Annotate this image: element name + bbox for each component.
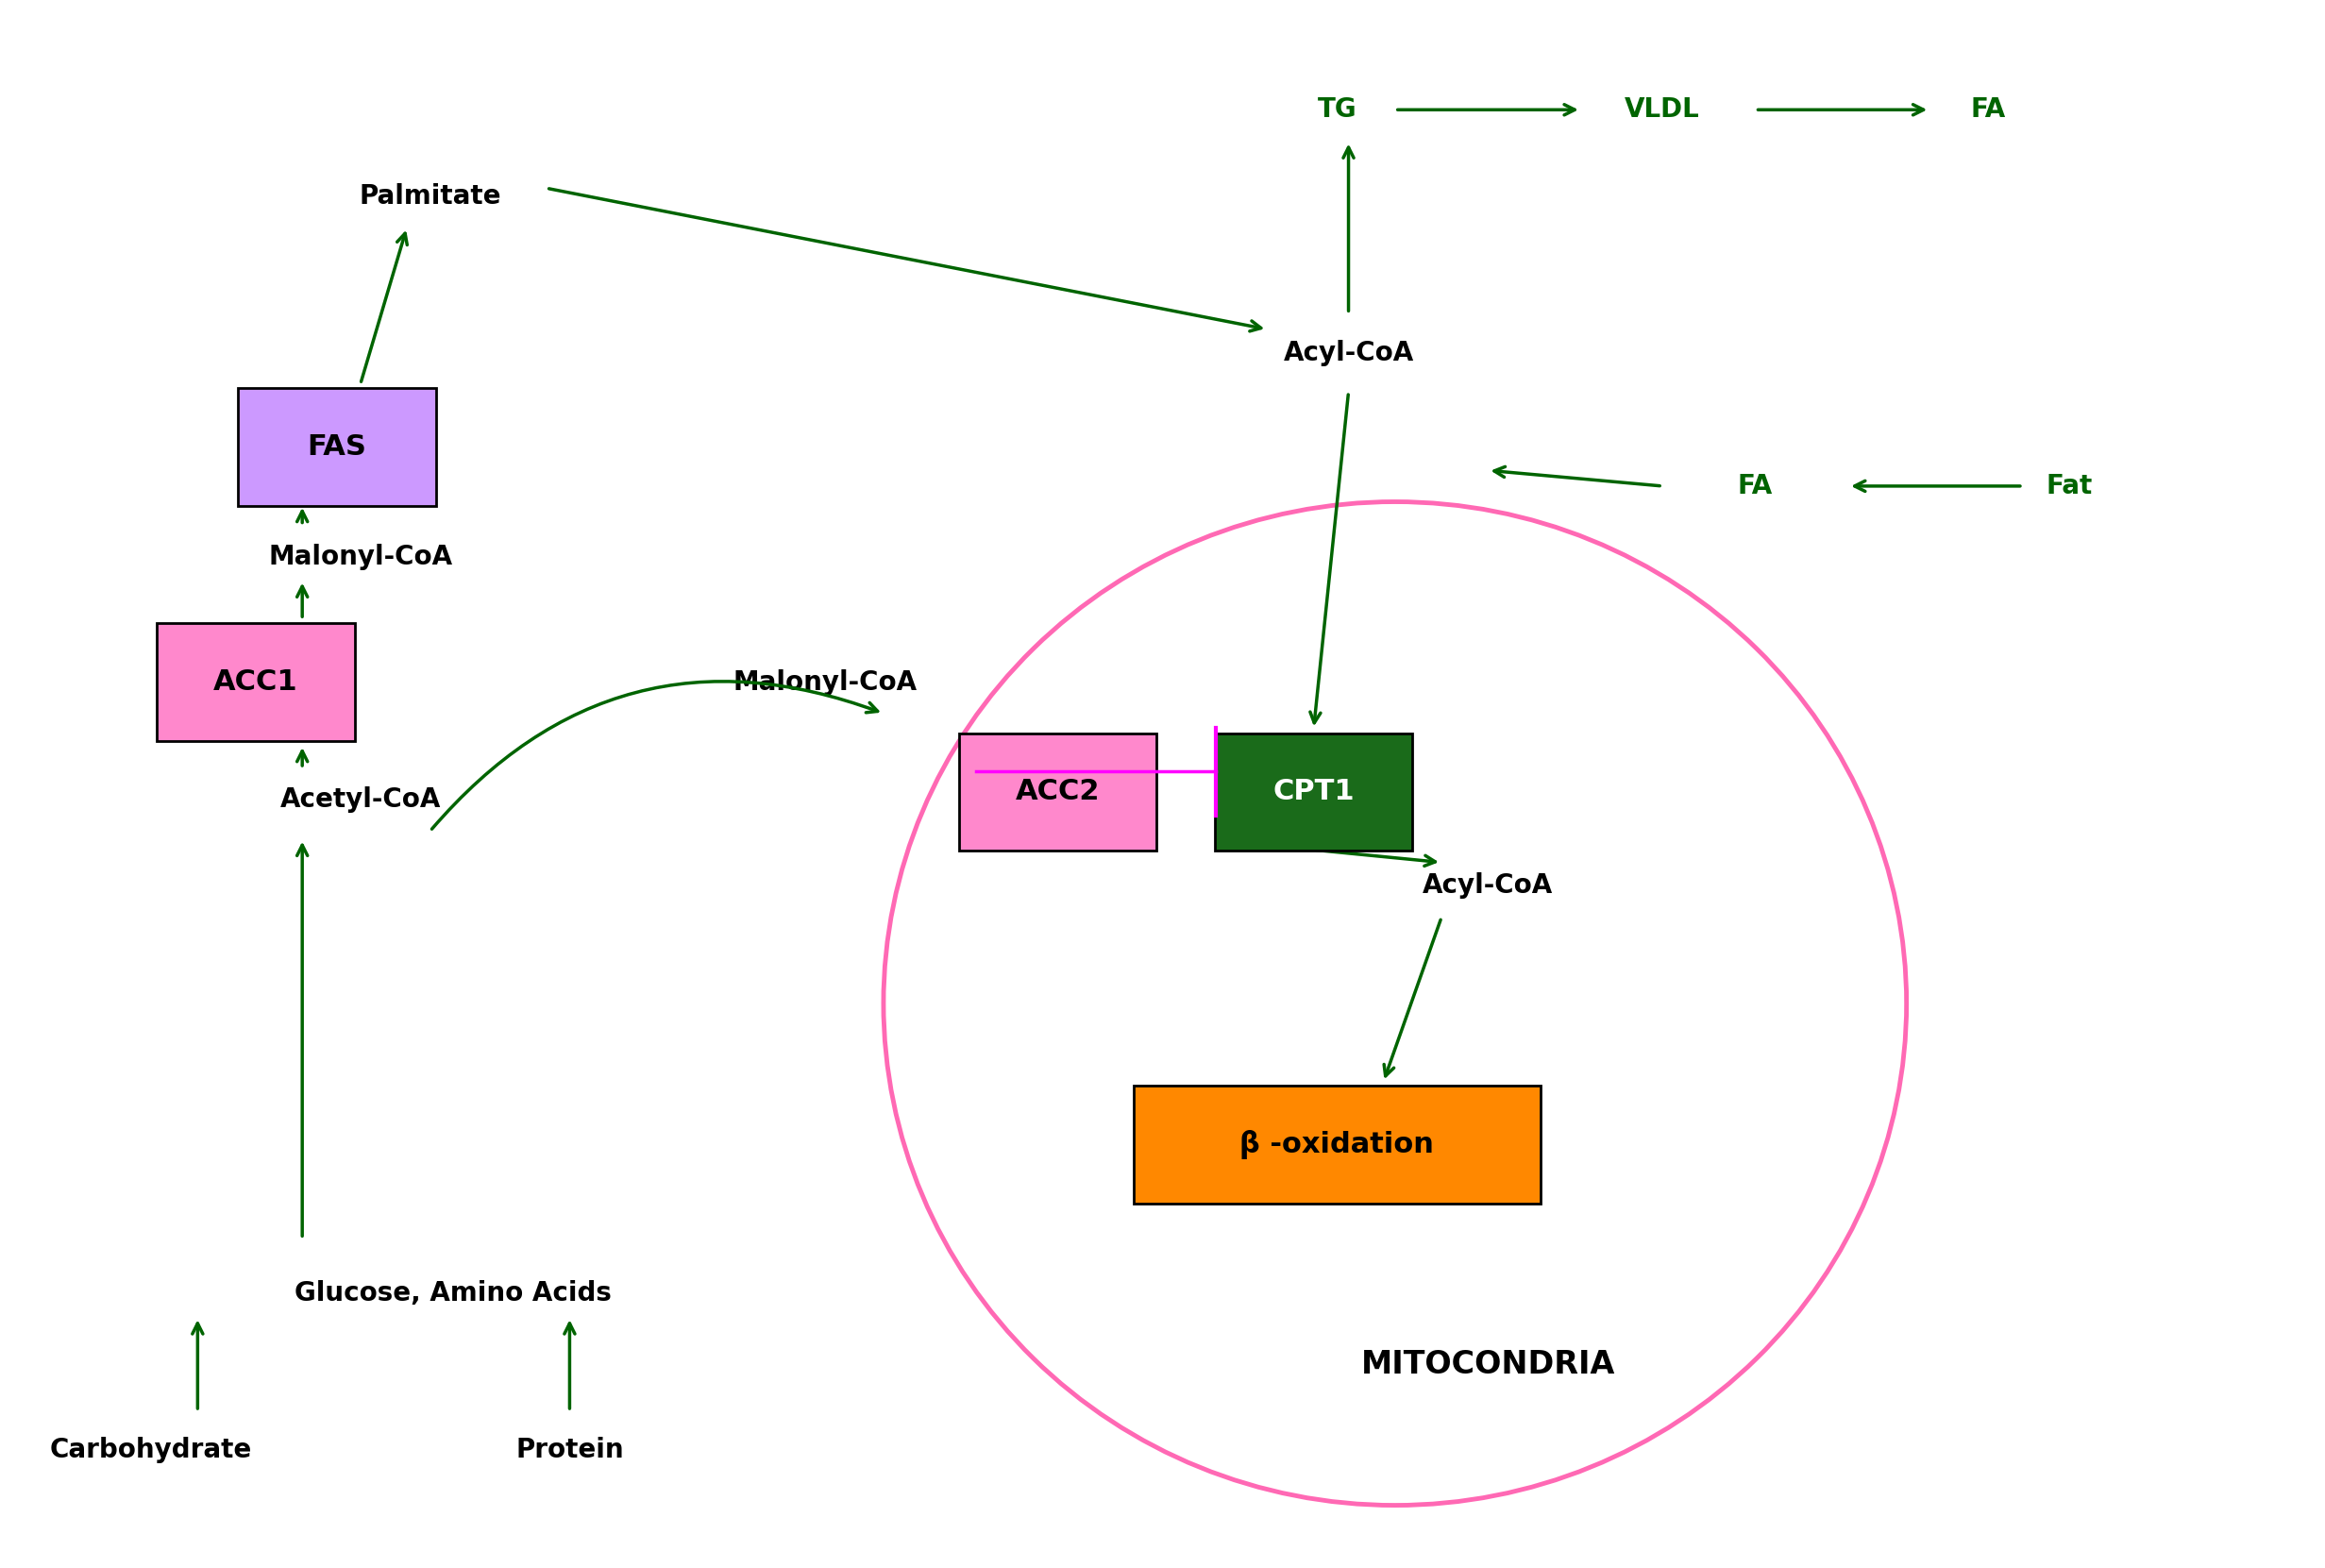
Text: Carbohydrate: Carbohydrate [51,1438,251,1463]
Text: FA: FA [1737,474,1774,499]
Text: Protein: Protein [516,1438,623,1463]
Text: TG: TG [1318,97,1355,122]
Text: Palmitate: Palmitate [358,183,502,209]
FancyBboxPatch shape [1214,734,1411,850]
Text: Glucose, Amino Acids: Glucose, Amino Acids [295,1281,611,1306]
Text: Malonyl-CoA: Malonyl-CoA [267,544,453,569]
Text: Acyl-CoA: Acyl-CoA [1283,340,1414,365]
FancyBboxPatch shape [1132,1085,1539,1204]
Text: Acyl-CoA: Acyl-CoA [1423,873,1553,898]
Text: ACC1: ACC1 [214,668,298,696]
Text: β -oxidation: β -oxidation [1239,1131,1435,1159]
Text: MITOCONDRIA: MITOCONDRIA [1360,1348,1616,1380]
Text: VLDL: VLDL [1625,97,1700,122]
Text: FA: FA [1969,97,2006,122]
Text: CPT1: CPT1 [1272,778,1355,806]
Text: ACC2: ACC2 [1016,778,1100,806]
Text: Malonyl-CoA: Malonyl-CoA [732,670,918,695]
Text: Acetyl-CoA: Acetyl-CoA [279,787,442,812]
FancyArrowPatch shape [432,682,877,829]
Text: Fat: Fat [2046,474,2093,499]
FancyBboxPatch shape [237,389,435,506]
FancyBboxPatch shape [156,624,353,742]
FancyBboxPatch shape [958,734,1158,850]
Text: FAS: FAS [307,433,367,461]
